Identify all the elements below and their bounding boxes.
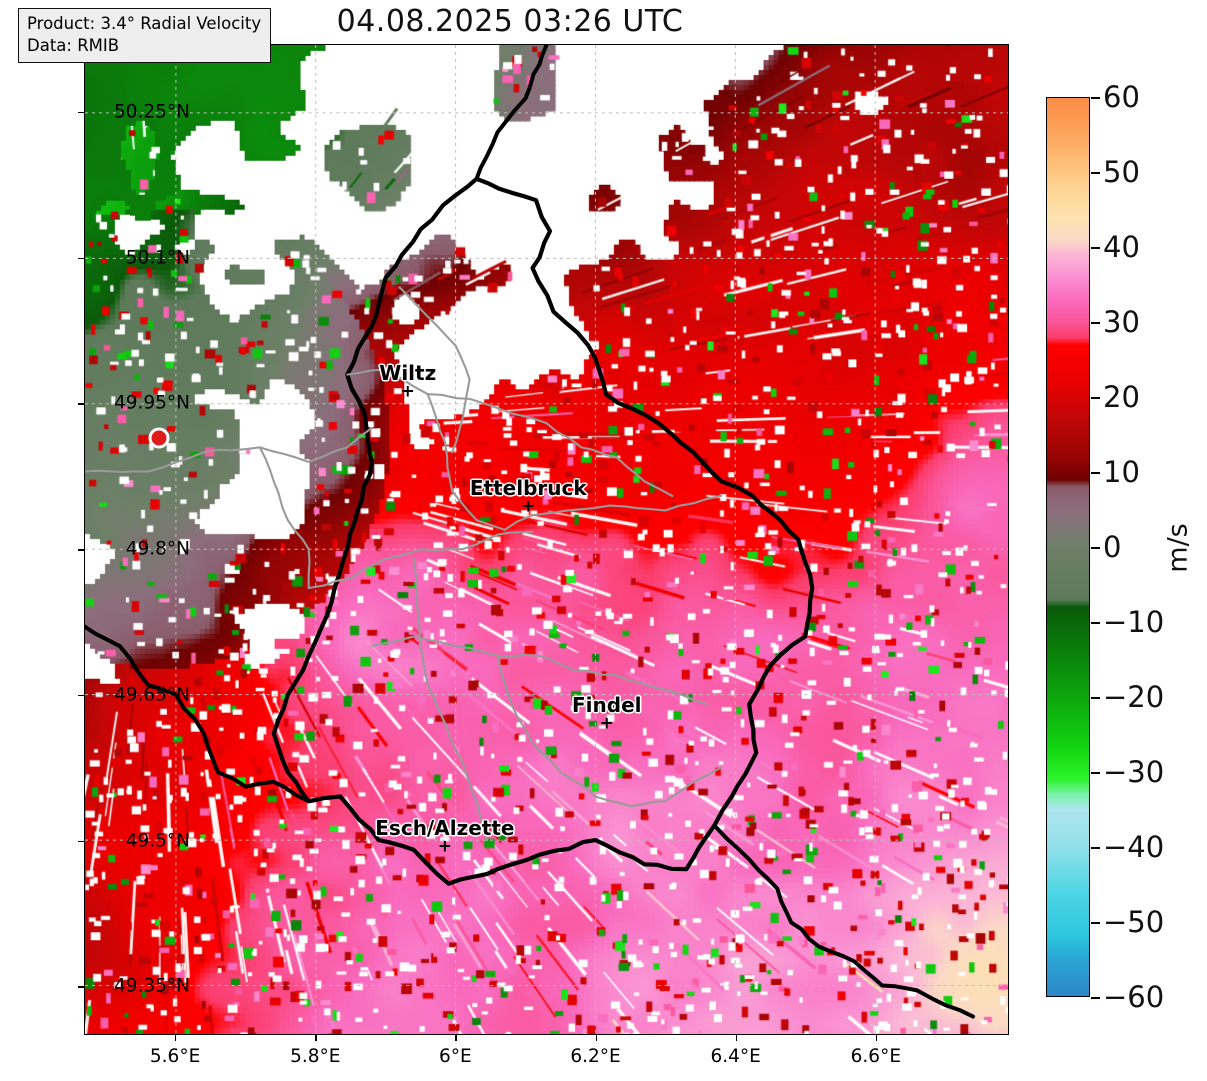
city-label-findel: Findel [572,693,642,718]
city-label-esch-alzette: Esch/Alzette [375,815,515,840]
colorbar-gradient [1047,98,1089,996]
longitude-tick-mark [875,1035,878,1041]
colorbar-tick-label: −30 [1103,755,1165,789]
longitude-tick-mark [175,1035,177,1041]
product-line: Product: 3.4° Radial Velocity [27,14,262,33]
administrative-boundary-0 [85,426,373,474]
longitude-tick-mark [455,1035,457,1041]
administrative-boundary-1 [346,368,618,459]
germany-france-border [712,823,976,1019]
colorbar-tick-label: −40 [1103,830,1165,864]
colorbar-tick-label: −50 [1103,905,1165,939]
luxembourg-national-border [271,176,815,886]
latitude-tick-mark [78,403,84,405]
administrative-boundary-4 [307,530,534,590]
colorbar-tick-mark [1091,622,1100,624]
city-label-ettelbruck: Ettelbruck [469,475,587,500]
colorbar-tick-mark [1091,847,1100,849]
colorbar-tick-label: −10 [1103,605,1165,639]
latitude-tick-mark [78,986,84,988]
city-marker-esch-alzette: + [437,836,452,857]
colorbar-tick-label: 0 [1103,530,1122,564]
colorbar-tick-mark [1091,397,1100,399]
latitude-tick-mark [78,112,84,114]
colorbar-tick-mark [1091,97,1100,99]
longitude-tick-mark [595,1035,597,1041]
colorbar-tick-label: 30 [1103,305,1140,339]
longitude-tick-label: 5.8°E [290,1046,341,1067]
belgium-germany-border [474,45,549,181]
latitude-tick-label: 50.1°N [125,247,190,269]
city-marker-findel: + [599,713,614,734]
latitude-tick-label: 50.25°N [113,101,190,123]
administrative-boundary-2 [426,393,723,531]
colorbar-tick-label: −20 [1103,680,1165,714]
latitude-tick-label: 49.5°N [125,830,190,852]
radar-map-plot [84,44,1009,1035]
colorbar-tick-label: 50 [1103,155,1140,189]
administrative-boundary-8 [615,456,674,497]
longitude-tick-mark [735,1035,737,1041]
colorbar-tick-label: −60 [1103,980,1165,1014]
colorbar-tick-mark [1091,922,1100,924]
radar-site-marker [148,427,170,449]
colorbar-tick-mark [1091,997,1100,999]
administrative-boundary-7 [412,557,489,842]
longitude-tick-mark [315,1035,317,1041]
belgium-france-border [85,624,311,804]
latitude-tick-label: 49.35°N [113,975,190,997]
velocity-colorbar [1046,97,1090,997]
longitude-tick-label: 6.6°E [850,1046,902,1067]
latitude-tick-label: 49.65°N [113,684,190,706]
longitude-tick-label: 6°E [439,1046,472,1067]
latitude-tick-label: 49.95°N [113,392,190,414]
city-label-wiltz: Wiltz [379,360,437,385]
colorbar-tick-label: 10 [1103,455,1140,489]
colorbar-tick-mark [1091,247,1100,249]
colorbar-tick-mark [1091,472,1100,474]
latitude-tick-mark [78,840,84,842]
longitude-tick-label: 6.4°E [710,1046,761,1067]
city-marker-wiltz: + [400,381,415,402]
colorbar-tick-mark [1091,172,1100,174]
city-marker-ettelbruck: + [521,496,536,517]
longitude-tick-label: 6.2°E [570,1046,621,1067]
data-source-line: Data: RMIB [27,35,120,55]
latitude-tick-mark [78,257,84,260]
administrative-boundary-9 [258,446,311,590]
colorbar-tick-label: 40 [1103,230,1140,264]
colorbar-tick-mark [1091,697,1100,699]
colorbar-tick-mark [1091,772,1100,774]
colorbar-tick-label: 20 [1103,380,1140,414]
colorbar-tick-mark [1091,322,1100,324]
colorbar-unit-label: m/s [1162,523,1194,573]
administrative-boundary-3 [398,286,471,454]
latitude-tick-label: 49.8°N [125,538,190,560]
colorbar-tick-mark [1091,547,1100,549]
radar-reflectivity-canvas [85,45,1008,1034]
page-title: 04.08.2025 03:26 UTC [336,4,684,39]
colorbar-tick-label: 60 [1103,80,1140,114]
latitude-tick-mark [78,549,84,551]
map-overlay [85,45,1008,1034]
latitude-tick-mark [78,694,84,697]
administrative-boundary-6 [496,654,723,808]
administrative-boundary-5 [370,635,709,706]
product-info-box: Product: 3.4° Radial Velocity Data: RMIB [18,8,272,63]
longitude-tick-label: 5.6°E [149,1046,201,1067]
